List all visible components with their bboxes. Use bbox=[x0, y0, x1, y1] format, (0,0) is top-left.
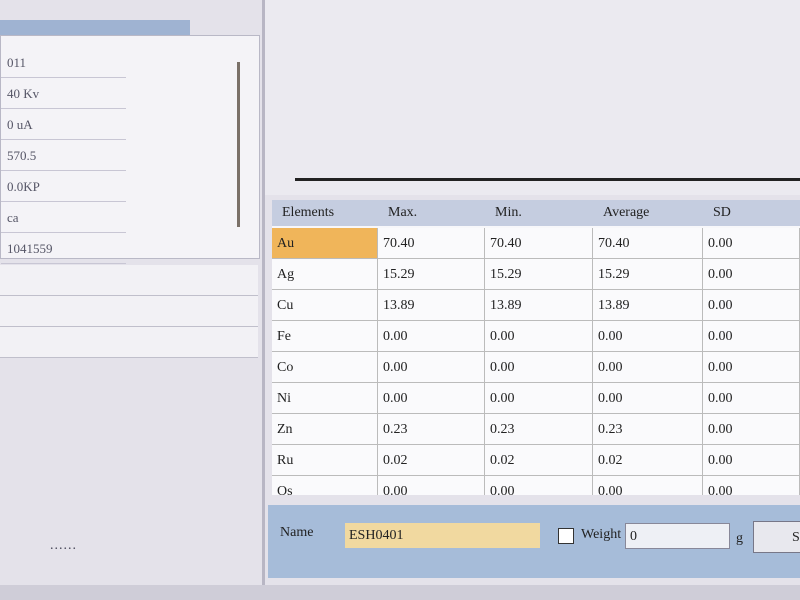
column-header: SD bbox=[703, 200, 800, 226]
name-input[interactable]: ESH0401 bbox=[345, 523, 540, 548]
value-cell: 15.29 bbox=[593, 259, 703, 290]
element-cell: Au bbox=[272, 228, 378, 259]
column-header: Average bbox=[593, 200, 703, 226]
value-cell: 0.00 bbox=[485, 383, 593, 414]
value-cell: 0.00 bbox=[703, 414, 800, 445]
value-cell: 15.29 bbox=[485, 259, 593, 290]
value-cell: 0.00 bbox=[485, 476, 593, 495]
left-lower-panel bbox=[0, 265, 258, 360]
value-cell: 0.02 bbox=[485, 445, 593, 476]
unit-label: g bbox=[736, 531, 743, 546]
value-cell: 13.89 bbox=[593, 290, 703, 321]
parameter-value: ca bbox=[1, 203, 126, 233]
parameter-value: 0 uA bbox=[1, 110, 126, 140]
value-cell: 0.23 bbox=[593, 414, 703, 445]
dots: ...... bbox=[50, 538, 77, 553]
value-cell: 0.00 bbox=[378, 476, 485, 495]
value-cell: 13.89 bbox=[378, 290, 485, 321]
right-top-area bbox=[265, 0, 800, 195]
status-bar bbox=[0, 585, 800, 600]
value-cell: 0.00 bbox=[593, 321, 703, 352]
value-cell: 0.00 bbox=[703, 476, 800, 495]
value-cell: 0.00 bbox=[593, 352, 703, 383]
value-cell: 0.00 bbox=[593, 383, 703, 414]
value-cell: 0.00 bbox=[378, 352, 485, 383]
value-cell: 0.00 bbox=[593, 476, 703, 495]
value-cell: 0.02 bbox=[593, 445, 703, 476]
element-cell: Os bbox=[272, 476, 378, 495]
empty-row bbox=[0, 265, 258, 296]
value-cell: 0.00 bbox=[485, 321, 593, 352]
value-cell: 0.00 bbox=[378, 321, 485, 352]
value-cell: 0.00 bbox=[378, 383, 485, 414]
value-cell: 0.23 bbox=[485, 414, 593, 445]
weight-checkbox[interactable] bbox=[558, 528, 574, 544]
parameter-value: 1041559 bbox=[1, 234, 126, 264]
name-label: Name bbox=[280, 525, 314, 540]
value-cell: 13.89 bbox=[485, 290, 593, 321]
parameter-value: 0.0KP bbox=[1, 172, 126, 202]
value-cell: 0.00 bbox=[703, 259, 800, 290]
parameter-value: 40 Kv bbox=[1, 79, 126, 109]
column-header: Max. bbox=[378, 200, 485, 226]
element-cell: Ag bbox=[272, 259, 378, 290]
value-cell: 0.00 bbox=[703, 321, 800, 352]
empty-row bbox=[0, 296, 258, 327]
value-cell: 0.23 bbox=[378, 414, 485, 445]
value-cell: 0.00 bbox=[703, 228, 800, 259]
sample-form: Name ESH0401 Weight 0 g S bbox=[268, 505, 800, 578]
value-cell: 0.02 bbox=[378, 445, 485, 476]
element-cell: Fe bbox=[272, 321, 378, 352]
column-header: Elements bbox=[272, 200, 378, 226]
element-cell: Cu bbox=[272, 290, 378, 321]
results-table: Elements Max. Min. Average SD Au 70.40 70.40 70.… bbox=[272, 200, 800, 495]
value-cell: 70.40 bbox=[485, 228, 593, 259]
empty-row bbox=[0, 327, 258, 358]
value-cell: 15.29 bbox=[378, 259, 485, 290]
element-cell: Ni bbox=[272, 383, 378, 414]
value-cell: 70.40 bbox=[593, 228, 703, 259]
element-cell: Ru bbox=[272, 445, 378, 476]
weight-input[interactable]: 0 bbox=[625, 523, 730, 549]
weight-label: Weight bbox=[581, 527, 622, 542]
scroll-bar bbox=[237, 62, 240, 227]
value-cell: 0.00 bbox=[485, 352, 593, 383]
parameter-value: 570.5 bbox=[1, 141, 126, 171]
left-header-strip bbox=[0, 20, 190, 36]
value-cell: 0.00 bbox=[703, 445, 800, 476]
column-header: Min. bbox=[485, 200, 593, 226]
element-cell: Co bbox=[272, 352, 378, 383]
divider-line bbox=[295, 178, 800, 181]
element-cell: Zn bbox=[272, 414, 378, 445]
parameter-value: 011 bbox=[1, 48, 126, 78]
value-cell: 0.00 bbox=[703, 290, 800, 321]
value-cell: 70.40 bbox=[378, 228, 485, 259]
left-panel: 011 40 Kv 0 uA 570.5 0.0KP ca 1041559 bbox=[0, 35, 260, 264]
start-button[interactable]: S bbox=[753, 521, 800, 553]
value-cell: 0.00 bbox=[703, 383, 800, 414]
value-cell: 0.00 bbox=[703, 352, 800, 383]
splitter bbox=[262, 0, 265, 585]
